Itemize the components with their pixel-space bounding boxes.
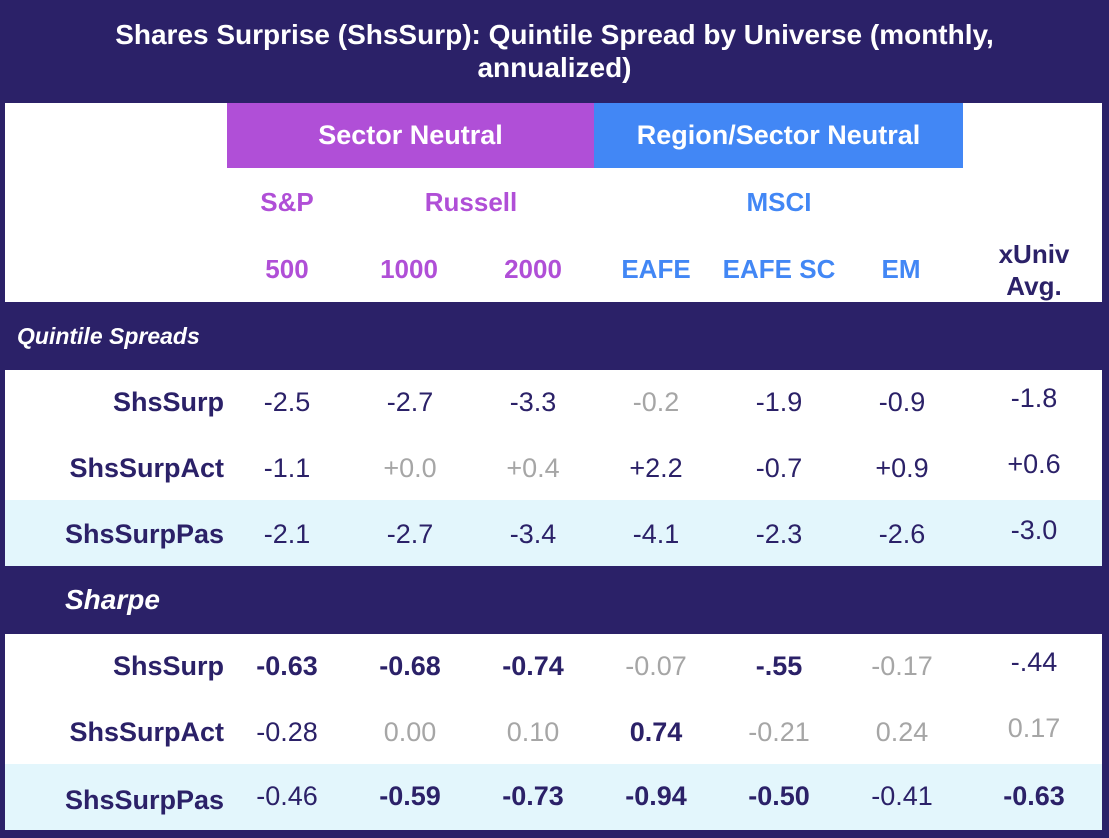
header-500: 500 xyxy=(265,254,309,284)
header-sp: S&P xyxy=(260,187,314,217)
table-row: ShsSurpAct -0.28 0.00 0.10 0.74 -0.21 0.… xyxy=(5,698,1102,764)
table-cell: 0.74 xyxy=(629,717,683,747)
title-line-2: annualized) xyxy=(477,52,632,83)
table-cell: +0.6 xyxy=(1007,449,1061,479)
header-xuniv-line1: xUniv xyxy=(998,239,1070,269)
table-cell: -0.7 xyxy=(755,453,803,483)
table-row: ShsSurp -0.63 -0.68 -0.74 -0.07 -.55 -0.… xyxy=(5,634,1102,700)
table-cell: -1.8 xyxy=(1010,383,1058,413)
table-cell: 0.00 xyxy=(383,717,437,747)
table-cell: -2.6 xyxy=(878,519,926,549)
table-row: ShsSurpPas -2.1 -2.7 -3.4 -4.1 -2.3 -2.6… xyxy=(5,500,1102,566)
table-cell: -0.9 xyxy=(878,387,926,417)
table-cell: +2.2 xyxy=(629,453,683,483)
table-cell: 0.10 xyxy=(506,717,560,747)
table-cell: -0.46 xyxy=(256,781,318,811)
header-xuniv-line2: Avg. xyxy=(1006,271,1062,301)
table-cell: -0.41 xyxy=(871,781,933,811)
table-cell: -0.50 xyxy=(748,781,810,811)
table-cell: -2.7 xyxy=(386,387,434,417)
header-eafe-sc: EAFE SC xyxy=(722,254,836,284)
header-2000: 2000 xyxy=(504,254,562,284)
table-row: ShsSurp -2.5 -2.7 -3.3 -0.2 -1.9 -0.9 -1… xyxy=(5,370,1102,436)
header-xuniv: xUniv Avg. xyxy=(964,238,1104,302)
table-cell: -2.7 xyxy=(386,519,434,549)
header-1000: 1000 xyxy=(380,254,438,284)
table-cell: -1.1 xyxy=(263,453,311,483)
table-cell: 0.17 xyxy=(1007,713,1061,743)
table-cell: -0.21 xyxy=(748,717,810,747)
table-cell: -0.63 xyxy=(256,651,318,681)
table-cell: +0.9 xyxy=(875,453,929,483)
header-em: EM xyxy=(881,254,921,284)
table-cell: +0.0 xyxy=(383,453,437,483)
header-eafe: EAFE xyxy=(621,254,691,284)
row-label: ShsSurpPas xyxy=(64,785,224,815)
table-cell: -0.63 xyxy=(1003,781,1065,811)
group-region-sector-neutral: Region/Sector Neutral xyxy=(594,103,963,168)
table-row: ShsSurpPas -0.46 -0.59 -0.73 -0.94 -0.50… xyxy=(5,764,1102,830)
section-quintile-spreads: Quintile Spreads xyxy=(17,322,200,349)
row-label: ShsSurpAct xyxy=(69,717,224,747)
header-msci: MSCI xyxy=(746,187,812,217)
row-label: ShsSurpPas xyxy=(64,519,224,549)
table-cell: -0.17 xyxy=(871,651,933,681)
section-sharpe: Sharpe xyxy=(65,584,160,615)
table-title: Shares Surprise (ShsSurp): Quintile Spre… xyxy=(0,18,1109,84)
table-cell: -0.94 xyxy=(625,781,687,811)
table-cell: -0.74 xyxy=(502,651,564,681)
table-cell: +0.4 xyxy=(506,453,560,483)
table-row: ShsSurpAct -1.1 +0.0 +0.4 +2.2 -0.7 +0.9… xyxy=(5,434,1102,500)
table-cell: -0.28 xyxy=(256,717,318,747)
table-cell: -3.3 xyxy=(509,387,557,417)
table-cell: -3.4 xyxy=(509,519,557,549)
header-russell: Russell xyxy=(424,187,518,217)
table-cell: -1.9 xyxy=(755,387,803,417)
row-label: ShsSurp xyxy=(112,387,224,417)
table-cell: -0.73 xyxy=(502,781,564,811)
table-cell: -2.3 xyxy=(755,519,803,549)
table-cell: -2.5 xyxy=(263,387,311,417)
table-cell: -0.07 xyxy=(625,651,687,681)
table-cell: 0.24 xyxy=(875,717,929,747)
table-cell: -0.68 xyxy=(379,651,441,681)
table-cell: -0.2 xyxy=(632,387,680,417)
table-cell: -0.59 xyxy=(379,781,441,811)
table-cell: -.55 xyxy=(755,651,803,681)
group-sector-neutral: Sector Neutral xyxy=(227,103,594,168)
table-cell: -.44 xyxy=(1010,647,1058,677)
table-cell: -3.0 xyxy=(1010,515,1058,545)
row-label: ShsSurpAct xyxy=(69,453,224,483)
table-cell: -2.1 xyxy=(263,519,311,549)
row-label: ShsSurp xyxy=(112,651,224,681)
title-line-1: Shares Surprise (ShsSurp): Quintile Spre… xyxy=(115,19,994,50)
table-cell: -4.1 xyxy=(632,519,680,549)
